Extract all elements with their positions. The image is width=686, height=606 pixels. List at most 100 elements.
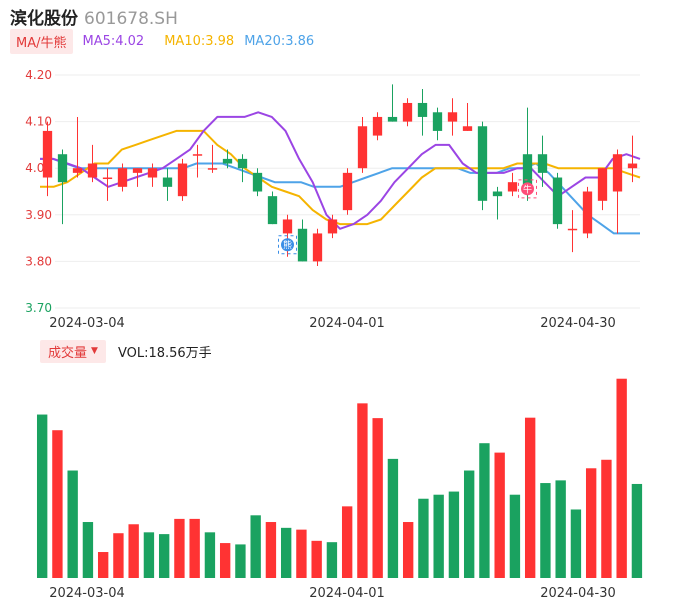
candle-body	[417, 102, 428, 117]
volume-bar	[341, 506, 353, 578]
candle	[447, 98, 458, 136]
candle-body	[42, 130, 53, 178]
volume-bar	[616, 378, 627, 578]
volume-bar	[509, 494, 521, 578]
volume-bar	[204, 532, 216, 578]
x-tick-label: 2024-04-30	[540, 586, 616, 601]
volume-bar	[189, 518, 200, 578]
candle-body	[567, 228, 578, 231]
volume-bar	[585, 468, 597, 578]
volume-bar	[174, 518, 185, 578]
candle-body	[177, 163, 188, 197]
candle-body	[312, 233, 323, 262]
candle	[462, 102, 473, 131]
candle	[552, 172, 563, 229]
volume-bar	[82, 522, 94, 578]
stock-code: 601678.SH	[84, 9, 178, 29]
candle-body	[552, 177, 563, 225]
ma5-legend: MA5:4.02	[82, 33, 145, 49]
candle-body	[537, 154, 548, 173]
volume-bar	[219, 543, 231, 578]
signal-markers: 熊牛	[278, 179, 537, 255]
volume-value: VOL:18.56万手	[117, 345, 212, 361]
ma-indicator-button[interactable]: MA/牛熊	[10, 28, 73, 54]
ma-legend: MA/牛熊 MA5:4.02 MA10:3.98 MA20:3.86	[10, 28, 314, 54]
candle-body	[492, 191, 503, 197]
candle-body	[222, 158, 233, 164]
x-tick-label: 2024-03-04	[49, 316, 125, 331]
volume-bar	[418, 498, 429, 578]
volume-bar	[67, 470, 78, 578]
y-tick-label: 4.10	[25, 115, 52, 129]
volume-legend: 成交量 ▼ VOL:18.56万手	[40, 339, 212, 363]
marker-frame	[278, 235, 297, 255]
volume-bar	[128, 524, 139, 578]
candle-body	[342, 172, 353, 211]
marker-dot	[281, 238, 294, 252]
candle	[42, 121, 53, 197]
volume-bar	[52, 430, 63, 578]
volume-bar	[280, 527, 292, 578]
ma10-line	[40, 129, 641, 226]
ma20-line	[40, 157, 640, 235]
candle	[57, 149, 68, 225]
candle-body	[612, 154, 623, 192]
volume-bar	[570, 509, 582, 578]
marker-label: 熊	[283, 239, 292, 251]
candle	[147, 163, 158, 187]
volume-indicator-button[interactable]: 成交量 ▼	[40, 339, 106, 363]
candle	[117, 163, 128, 192]
candle-body	[627, 163, 638, 169]
volume-bar	[387, 458, 399, 578]
candle	[387, 84, 398, 122]
candle-body	[432, 112, 443, 131]
candle	[477, 121, 488, 211]
marker-frame	[518, 179, 537, 199]
candle-body	[207, 168, 218, 170]
candle	[312, 228, 323, 267]
stock-header: 滨化股份 601678.SH	[10, 4, 178, 29]
price-date-axis: 2024-03-04 2024-04-01 2024-04-30	[49, 316, 616, 331]
volume-bar	[265, 522, 277, 578]
candle	[432, 107, 443, 141]
candle-body	[117, 168, 128, 187]
volume-bar	[296, 529, 307, 578]
caret-down-icon: ▼	[91, 346, 98, 356]
volume-bar	[158, 534, 170, 578]
candle-body	[252, 172, 263, 192]
candle	[297, 219, 308, 262]
ma10-legend: MA10:3.98	[164, 33, 235, 49]
candle-body	[72, 168, 83, 173]
volume-bar	[555, 480, 566, 578]
candle-body	[192, 154, 203, 156]
volume-bar	[479, 443, 490, 578]
candle	[192, 144, 203, 178]
candle-body	[522, 154, 533, 192]
candle	[492, 186, 503, 220]
candle-body	[387, 116, 398, 122]
candle-body	[102, 177, 113, 180]
x-tick-label: 2024-04-01	[309, 316, 385, 331]
volume-bar	[402, 522, 414, 578]
volume-bar	[357, 403, 368, 578]
candle-body	[477, 126, 488, 201]
volume-bar	[97, 552, 109, 578]
volume-bar	[326, 542, 338, 578]
x-tick-label: 2024-03-04	[49, 586, 125, 601]
volume-bar	[143, 532, 155, 578]
candle	[372, 112, 383, 141]
marker-label: 牛	[523, 183, 532, 195]
candle-body	[582, 191, 593, 234]
volume-bar	[540, 483, 551, 578]
volume-indicator-label: 成交量	[48, 345, 88, 361]
candle	[132, 168, 143, 187]
candle	[237, 154, 248, 183]
candle	[507, 172, 518, 197]
candle-body	[282, 219, 293, 234]
candle-body	[267, 196, 278, 225]
volume-bar	[235, 544, 246, 578]
candle-body	[597, 168, 608, 201]
candle	[567, 210, 578, 253]
candle-body	[162, 177, 173, 187]
candle-body	[57, 154, 68, 183]
